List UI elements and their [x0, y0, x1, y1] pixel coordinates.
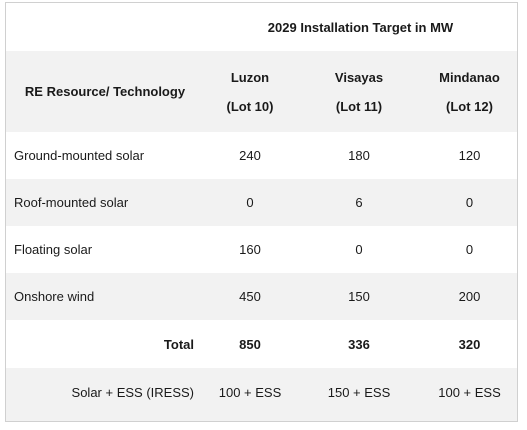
cell-value: 120	[422, 132, 518, 179]
installation-target-table: 2029 Installation Target in MW RE Resour…	[6, 3, 518, 416]
region-name: Mindanao	[439, 69, 500, 85]
table-header-row: RE Resource/ Technology Luzon (Lot 10) V…	[6, 51, 518, 132]
cell-value: 180	[296, 132, 422, 179]
installation-target-table-frame: 2029 Installation Target in MW RE Resour…	[5, 2, 518, 422]
region-name: Visayas	[334, 69, 384, 85]
row-label: Roof-mounted solar	[6, 179, 204, 226]
cell-value: 450	[204, 273, 296, 320]
row-label: Onshore wind	[6, 273, 204, 320]
row-label: Floating solar	[6, 226, 204, 273]
cell-value: 160	[204, 226, 296, 273]
iress-value: 100 + ESS	[422, 368, 518, 416]
cell-value: 150	[296, 273, 422, 320]
cell-value: 0	[422, 226, 518, 273]
region-lot: (Lot 12)	[446, 98, 493, 114]
table-row: Roof-mounted solar 0 6 0	[6, 179, 518, 226]
empty-corner-cell	[6, 3, 204, 51]
iress-value: 100 + ESS	[204, 368, 296, 416]
table-row: Floating solar 160 0 0	[6, 226, 518, 273]
total-row: Total 850 336 320	[6, 320, 518, 368]
cell-value: 0	[422, 179, 518, 226]
region-header-luzon: Luzon (Lot 10)	[204, 51, 296, 132]
region-lot: (Lot 10)	[226, 98, 274, 114]
table-row: Onshore wind 450 150 200	[6, 273, 518, 320]
total-label: Total	[6, 320, 204, 368]
region-header-visayas: Visayas (Lot 11)	[296, 51, 422, 132]
total-value: 850	[204, 320, 296, 368]
table-title-row: 2029 Installation Target in MW	[6, 3, 518, 51]
total-value: 320	[422, 320, 518, 368]
total-value: 336	[296, 320, 422, 368]
resource-header: RE Resource/ Technology	[6, 51, 204, 132]
table-title: 2029 Installation Target in MW	[204, 3, 518, 51]
cell-value: 0	[296, 226, 422, 273]
region-lot: (Lot 11)	[335, 98, 383, 114]
cell-value: 240	[204, 132, 296, 179]
region-name: Luzon	[230, 69, 270, 85]
cell-value: 200	[422, 273, 518, 320]
iress-row: Solar + ESS (IRESS) 100 + ESS 150 + ESS …	[6, 368, 518, 416]
table-row: Ground-mounted solar 240 180 120	[6, 132, 518, 179]
cell-value: 0	[204, 179, 296, 226]
iress-value: 150 + ESS	[296, 368, 422, 416]
region-header-mindanao: Mindanao (Lot 12)	[422, 51, 518, 132]
cell-value: 6	[296, 179, 422, 226]
iress-label: Solar + ESS (IRESS)	[6, 368, 204, 416]
row-label: Ground-mounted solar	[6, 132, 204, 179]
